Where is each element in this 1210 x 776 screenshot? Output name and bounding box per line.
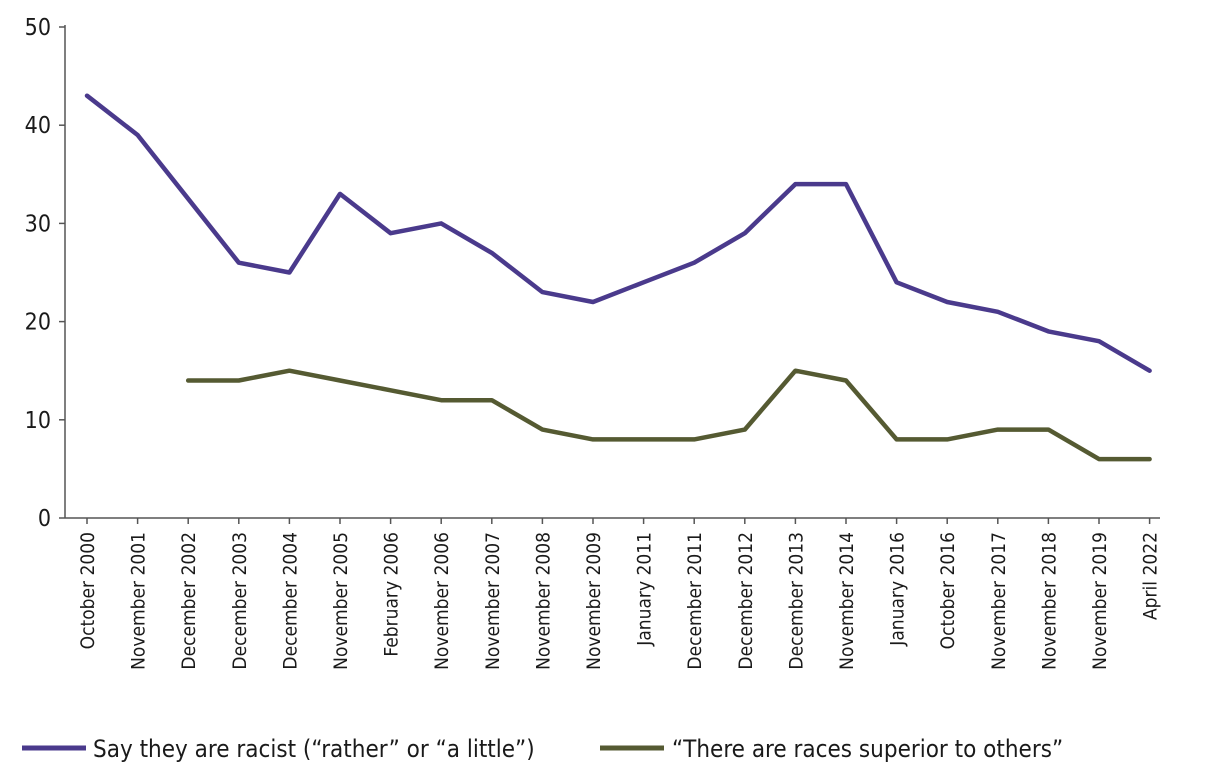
x-tick-label: December 2013	[785, 532, 807, 670]
x-tick-label: November 2009	[583, 532, 605, 670]
y-tick-label: 0	[38, 506, 51, 532]
x-tick-label: October 2016	[937, 532, 959, 649]
y-tick-label: 10	[25, 408, 51, 434]
x-tick-label: December 2012	[735, 532, 757, 670]
x-tick-label: November 2019	[1089, 532, 1111, 670]
x-tick-label: November 2001	[128, 532, 150, 670]
x-tick-label: January 2016	[887, 532, 909, 647]
x-tick-label: December 2004	[279, 532, 301, 670]
y-tick-label: 30	[25, 211, 51, 237]
x-tick-label: November 2017	[988, 532, 1010, 670]
x-tick-label: November 2006	[431, 532, 453, 670]
y-tick-label: 40	[25, 113, 51, 139]
series-lines	[84, 93, 1152, 462]
x-tick-label: October 2000	[77, 532, 99, 649]
legend-label-racist: Say they are racist (“rather” or “a litt…	[93, 735, 535, 763]
y-tick-label: 50	[25, 15, 51, 41]
x-tick-label: December 2002	[178, 532, 200, 670]
x-tick-label: November 2005	[330, 532, 352, 670]
series-line-1	[185, 368, 1152, 462]
x-tick-label: April 2022	[1140, 532, 1162, 620]
series-line-0	[84, 93, 1152, 373]
x-tick-label: January 2011	[634, 532, 656, 647]
y-tick-label: 20	[25, 310, 51, 336]
x-tick-label: November 2008	[532, 532, 554, 670]
chart-legend: Say they are racist (“rather” or “a litt…	[22, 735, 1063, 763]
x-tick-label: November 2007	[482, 532, 504, 670]
x-tick-label: December 2011	[684, 532, 706, 670]
x-tick-label: November 2018	[1038, 532, 1060, 670]
chart-axes	[64, 25, 1160, 519]
x-tick-label: December 2003	[229, 532, 251, 670]
y-axis-ticks: 0 10 20 30 40 50	[25, 15, 65, 532]
legend-label-superior-races: “There are races superior to others”	[672, 735, 1063, 763]
x-axis-ticks: October 2000 November 2001 December 2002 De…	[77, 518, 1162, 670]
x-tick-label: November 2014	[836, 532, 858, 670]
x-tick-label: February 2006	[381, 532, 403, 657]
